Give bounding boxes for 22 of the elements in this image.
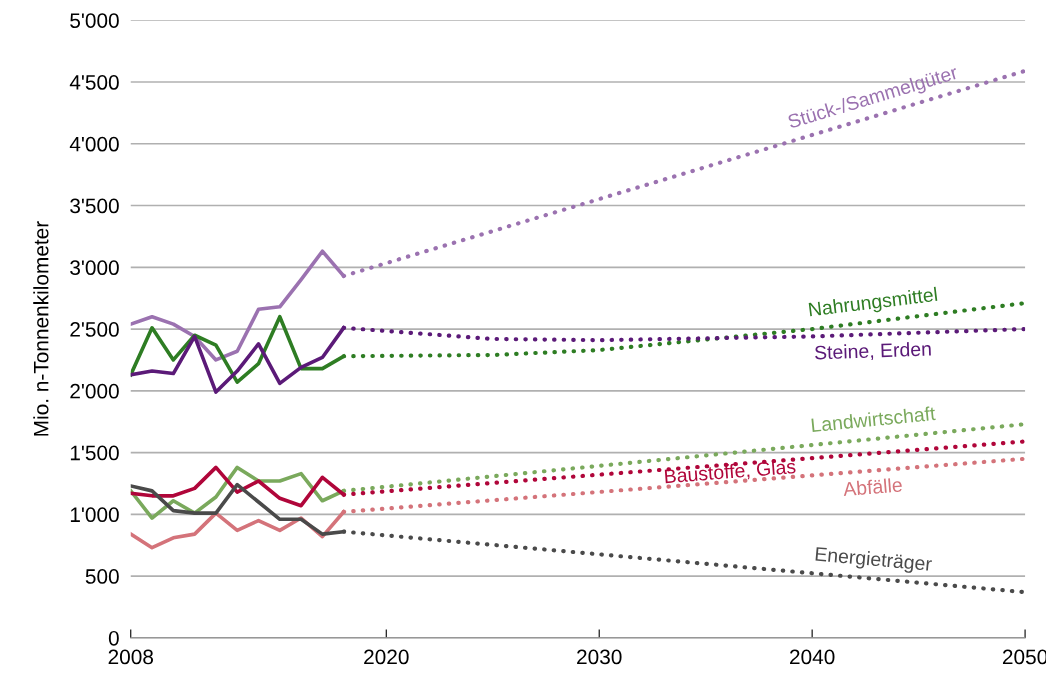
y-tick-label: 3'000 xyxy=(70,260,119,276)
y-tick-label: 4'000 xyxy=(69,136,119,152)
text: Nahrungsmittel xyxy=(808,286,938,321)
y-tick-label: 0 xyxy=(108,630,119,646)
y-tick-label: 1'500 xyxy=(70,445,119,461)
x-tick-label: 2020 xyxy=(364,649,409,665)
y-axis-title: Mio. n-Tonnenkilometer xyxy=(33,221,49,436)
x-tick-label: 2040 xyxy=(790,649,835,665)
x-tick-label: 2030 xyxy=(577,649,622,665)
y-tick-label: 500 xyxy=(85,569,119,584)
x-tick-label: 2008 xyxy=(108,649,154,665)
y-tick-label: 4'500 xyxy=(69,75,119,90)
y-tick-label: 2'500 xyxy=(70,322,119,337)
text: Landwirtschaft xyxy=(811,405,936,433)
series-label: Steine, Erden xyxy=(814,341,931,362)
y-tick-label: 5'000 xyxy=(70,13,119,28)
series-label: Abfälle xyxy=(842,477,903,497)
text: Energieträger xyxy=(815,546,933,575)
y-tick-label: 3'500 xyxy=(70,198,119,214)
y-tick-label: 2'000 xyxy=(70,383,119,399)
series-label: Baustoffe, Glas xyxy=(664,458,796,486)
y-tick-label: 1'000 xyxy=(70,507,119,523)
